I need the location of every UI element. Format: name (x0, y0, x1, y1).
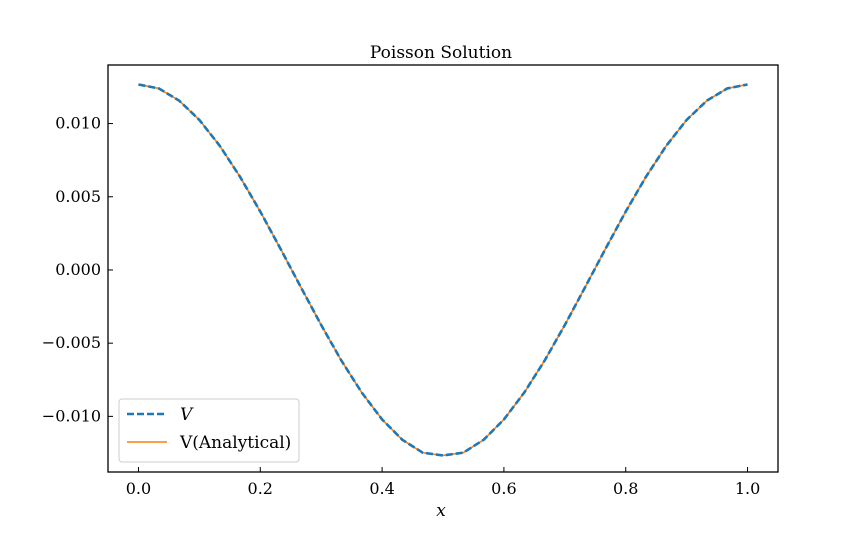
y-tick-label: 0.010 (55, 114, 101, 133)
x-tick-label: 0.6 (491, 479, 516, 498)
plot-frame (107, 64, 779, 473)
x-tick-label: 0.4 (369, 479, 394, 498)
chart-title: Poisson Solution (370, 43, 512, 63)
y-tick-label: −0.005 (42, 333, 101, 352)
legend: V V(Analytical) (118, 398, 300, 463)
x-axis: 0.0 0.2 0.4 0.6 0.8 1.0 (126, 467, 760, 498)
x-tick-label: 0.8 (613, 479, 638, 498)
x-tick-label: 0.2 (248, 479, 273, 498)
x-tick-label: 0.0 (126, 479, 151, 498)
y-axis: 0.010 0.005 0.000 −0.005 −0.010 (42, 114, 113, 425)
legend-label-v: V (180, 405, 194, 425)
plot-layer (138, 83, 748, 457)
series-line-v (138, 83, 748, 457)
legend-label-v-analytical: V(Analytical) (179, 433, 291, 453)
y-tick-label: 0.000 (55, 260, 101, 279)
y-tick-label: 0.005 (55, 187, 101, 206)
y-tick-label: −0.010 (42, 406, 101, 425)
x-axis-label: x (436, 501, 446, 521)
x-tick-label: 1.0 (735, 479, 760, 498)
